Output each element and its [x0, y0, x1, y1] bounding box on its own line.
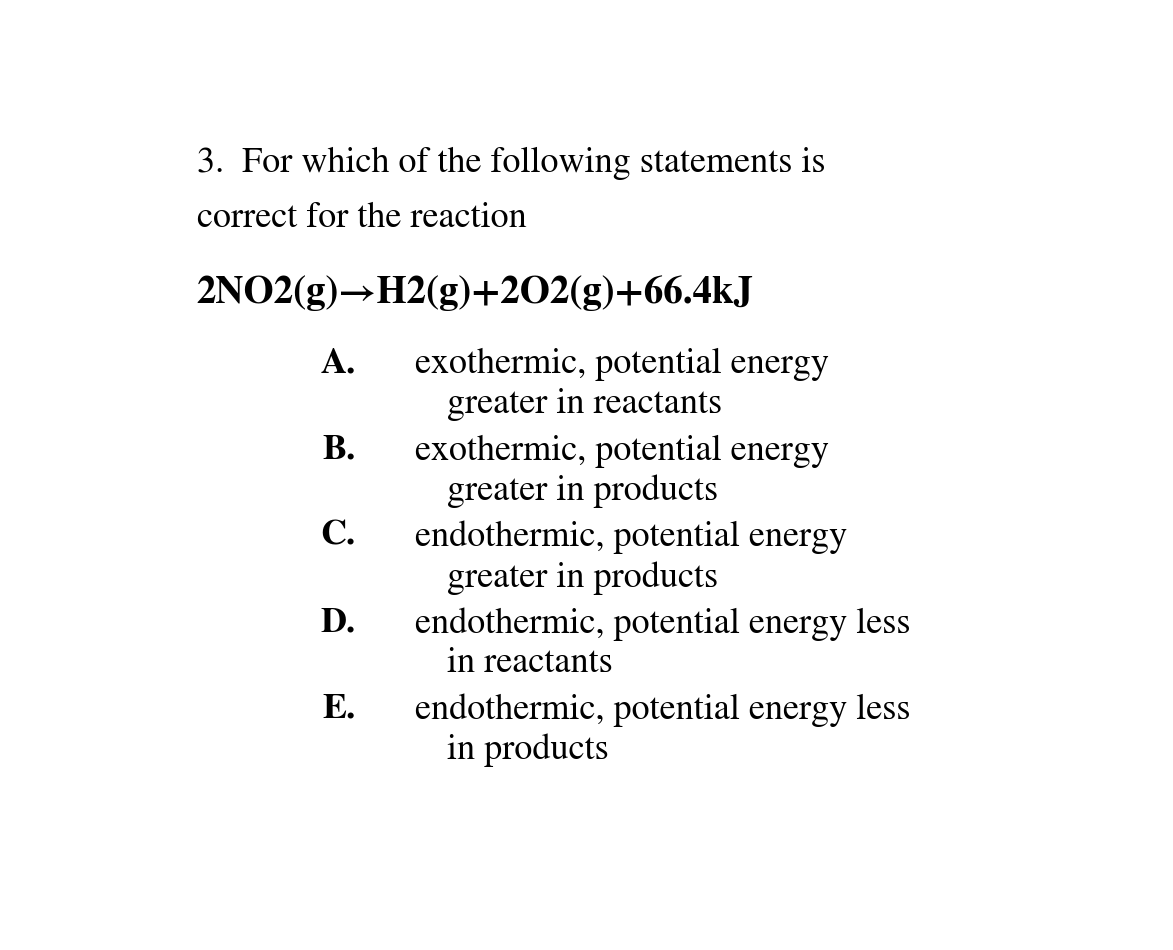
Text: greater in products: greater in products	[447, 475, 718, 508]
Text: B.: B.	[323, 434, 355, 466]
Text: correct for the reaction: correct for the reaction	[197, 201, 527, 235]
Text: E.: E.	[323, 694, 355, 724]
Text: greater in reactants: greater in reactants	[447, 389, 721, 422]
Text: exothermic, potential energy: exothermic, potential energy	[415, 348, 829, 381]
Text: in products: in products	[447, 733, 609, 768]
Text: 2NO2(g)→H2(g)+2O2(g)+66.4kJ: 2NO2(g)→H2(g)+2O2(g)+66.4kJ	[197, 275, 753, 311]
Text: in reactants: in reactants	[447, 647, 612, 680]
Text: endothermic, potential energy less: endothermic, potential energy less	[415, 607, 910, 640]
Text: D.: D.	[320, 607, 355, 638]
Text: A.: A.	[320, 348, 355, 379]
Text: exothermic, potential energy: exothermic, potential energy	[415, 434, 829, 467]
Text: 3.  For which of the following statements is: 3. For which of the following statements…	[197, 147, 825, 180]
Text: endothermic, potential energy less: endothermic, potential energy less	[415, 694, 910, 727]
Text: greater in products: greater in products	[447, 560, 718, 595]
Text: endothermic, potential energy: endothermic, potential energy	[415, 521, 847, 555]
Text: C.: C.	[320, 521, 355, 552]
